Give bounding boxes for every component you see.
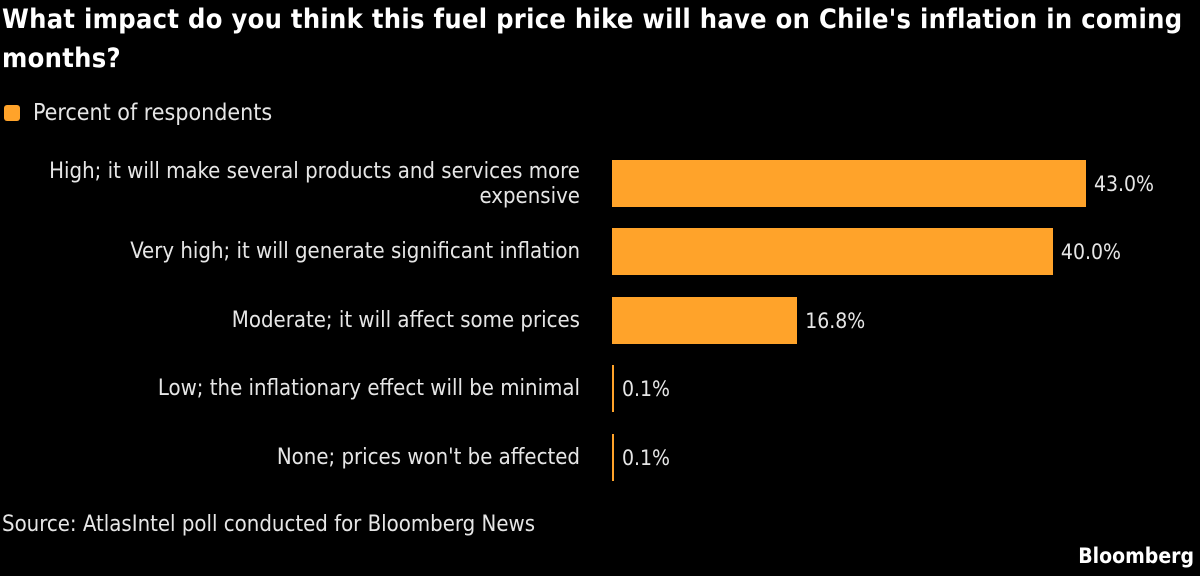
legend-swatch bbox=[4, 105, 20, 121]
bar bbox=[612, 434, 614, 481]
bar-row: Moderate; it will affect some prices 16.8… bbox=[0, 297, 1200, 344]
value-label: 0.1% bbox=[622, 376, 670, 401]
value-label: 0.1% bbox=[622, 445, 670, 470]
legend: Percent of respondents bbox=[4, 100, 272, 126]
category-label: Low; the inflationary effect will be min… bbox=[157, 376, 580, 401]
bar bbox=[612, 228, 1053, 275]
source-note: Source: AtlasIntel poll conducted for Bl… bbox=[2, 512, 536, 537]
value-label: 43.0% bbox=[1094, 171, 1155, 196]
chart-title: What impact do you think this fuel price… bbox=[2, 4, 1183, 74]
bar-row: Low; the inflationary effect will be min… bbox=[0, 365, 1200, 412]
value-label: 40.0% bbox=[1060, 239, 1121, 264]
bar bbox=[612, 160, 1086, 207]
bar bbox=[612, 365, 614, 412]
bar bbox=[612, 297, 798, 344]
category-label: Moderate; it will affect some prices bbox=[231, 308, 580, 333]
bar-row: None; prices won't be affected 0.1% bbox=[0, 434, 1200, 481]
category-label: Very high; it will generate significant … bbox=[130, 239, 580, 264]
legend-label: Percent of respondents bbox=[33, 100, 273, 126]
bar-row: High; it will make several products and … bbox=[0, 158, 1200, 209]
category-label: High; it will make several products and … bbox=[49, 158, 580, 209]
value-label: 16.8% bbox=[805, 308, 866, 333]
bar-row: Very high; it will generate significant … bbox=[0, 228, 1200, 275]
category-label: None; prices won't be affected bbox=[276, 445, 580, 470]
bloomberg-logo: Bloomberg bbox=[1078, 544, 1194, 568]
